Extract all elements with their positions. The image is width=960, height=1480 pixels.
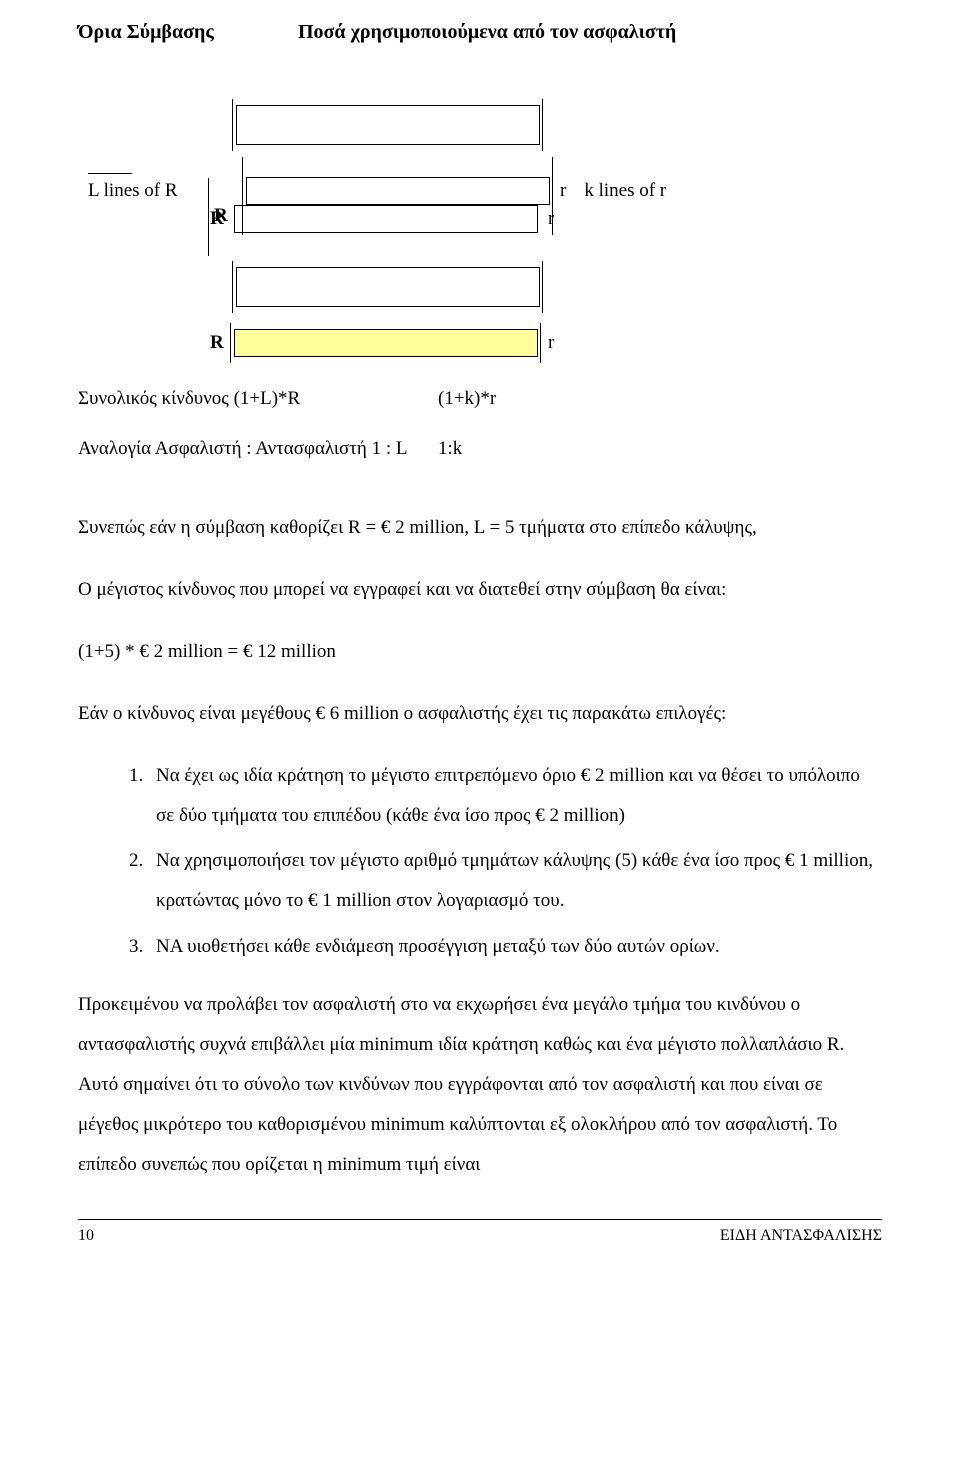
para-2: Ο μέγιστος κίνδυνος που μπορεί να εγγραφ… [78,570,882,610]
two-col-rows: Συνολικός κίνδυνος (1+L)*R (1+k)*r Αναλο… [78,385,882,734]
syn-risk-label: Συνολικός κίνδυνος (1+L)*R [78,385,438,413]
footer: 10 ΕΙΔΗ ΑΝΤΑΣΦΑΛΙΣΗΣ [78,1219,882,1247]
para-4: Εάν ο κίνδυνος είναι μεγέθους € 6 millio… [78,694,882,734]
para-1: Συνεπώς εάν η σύμβαση καθορίζει R = € 2 … [78,508,882,548]
choices-list: Να έχει ως ιδία κράτηση το μέγιστο επιτρ… [78,756,882,967]
choice-1: Να έχει ως ιδία κράτηση το μέγιστο επιτρ… [148,756,882,836]
r-label-2: r [538,205,554,233]
k-lines-label: k lines of r [566,163,666,205]
choice-2: Να χρησιμοποιήσει τον μέγιστο αριθμό τμη… [148,841,882,921]
header-row: Όρια Σύμβασης Ποσά χρησιμοποιούμενα από … [78,18,882,47]
header-right: Ποσά χρησιμοποιούμενα από τον ασφαλιστή [298,18,882,47]
R-label-2: R [210,205,234,233]
body-text: Προκειμένου να προλάβει τον ασφαλιστή στ… [78,985,882,1184]
para-3: (1+5) * € 2 million = € 12 million [78,632,882,672]
body-paragraph: Προκειμένου να προλάβει τον ασφαλιστή στ… [78,985,882,1184]
ratio-label: Αναλογία Ασφαλιστή : Αντασφαλιστή 1 : L [78,435,438,463]
header-left: Όρια Σύμβασης [78,18,298,47]
choice-3: ΝΑ υιοθετήσει κάθε ενδιάμεση προσέγγιση … [148,927,882,967]
diagram: L lines of R R r k lines of r R r [78,105,882,385]
page-number: 10 [78,1224,94,1247]
syn-risk-val: (1+k)*r [438,385,496,413]
l-lines-label: L lines of R [78,163,200,205]
ratio-val: 1:k [438,435,462,463]
footer-title: ΕΙΔΗ ΑΝΤΑΣΦΑΛΙΣΗΣ [720,1224,882,1247]
